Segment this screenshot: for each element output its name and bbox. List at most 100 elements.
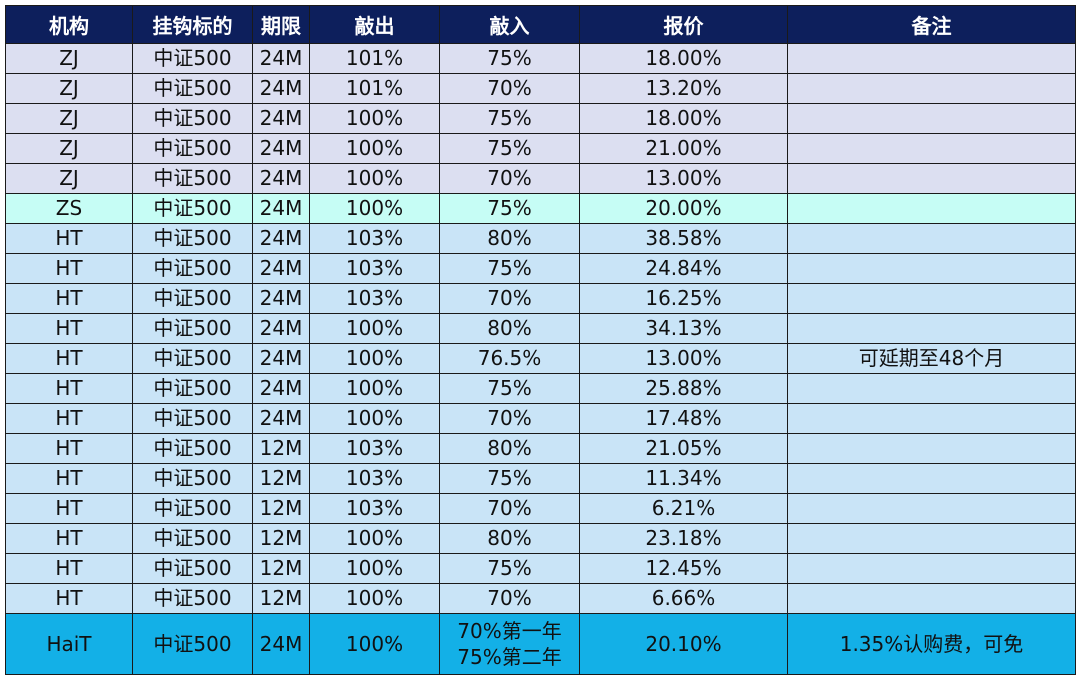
table-row: HT 中证500 24M 103% 80% 38.58% (5, 223, 1076, 254)
cell-underlying: 中证500 (132, 133, 253, 164)
cell-knock-in: 80% (439, 223, 580, 254)
cell-underlying: 中证500 (132, 433, 253, 464)
cell-knock-out: 100% (309, 193, 440, 224)
cell-underlying: 中证500 (132, 103, 253, 134)
cell-underlying: 中证500 (132, 463, 253, 494)
cell-term: 24M (252, 313, 310, 344)
cell-knock-out: 100% (309, 373, 440, 404)
table-row: ZJ 中证500 24M 100% 75% 21.00% (5, 133, 1076, 164)
quote-table: 机构 挂钩标的 期限 敲出 敲入 报价 备注 ZJ 中证500 24M 101% 75%… (5, 5, 1076, 675)
cell-knock-out: 100% (309, 523, 440, 554)
cell-term: 24M (252, 343, 310, 374)
cell-quote: 18.00% (579, 103, 788, 134)
cell-underlying: 中证500 (132, 373, 253, 404)
header-note: 备注 (787, 5, 1076, 44)
cell-org: HT (5, 313, 133, 344)
cell-knock-out: 100% (309, 403, 440, 434)
cell-quote: 11.34% (579, 463, 788, 494)
cell-knock-out: 101% (309, 73, 440, 104)
cell-knock-in: 75% (439, 373, 580, 404)
cell-note: 可延期至48个月 (787, 343, 1076, 374)
cell-knock-out: 100% (309, 613, 440, 675)
cell-knock-in: 80% (439, 313, 580, 344)
cell-knock-in: 75% (439, 133, 580, 164)
cell-knock-out: 100% (309, 313, 440, 344)
cell-underlying: 中证500 (132, 73, 253, 104)
cell-term: 24M (252, 223, 310, 254)
cell-knock-in: 70% (439, 493, 580, 524)
cell-underlying: 中证500 (132, 313, 253, 344)
cell-note (787, 433, 1076, 464)
cell-underlying: 中证500 (132, 613, 253, 675)
cell-note (787, 583, 1076, 614)
table-row: ZJ 中证500 24M 101% 75% 18.00% (5, 43, 1076, 74)
cell-quote: 13.00% (579, 343, 788, 374)
cell-term: 12M (252, 463, 310, 494)
cell-quote: 17.48% (579, 403, 788, 434)
knock-in-line-2: 75%第二年 (457, 645, 562, 669)
table-row: HT 中证500 12M 100% 70% 6.66% (5, 583, 1076, 614)
cell-org: HT (5, 493, 133, 524)
cell-quote: 20.00% (579, 193, 788, 224)
cell-knock-out: 103% (309, 463, 440, 494)
cell-term: 24M (252, 193, 310, 224)
cell-note (787, 373, 1076, 404)
cell-note (787, 523, 1076, 554)
table-row: HT 中证500 24M 100% 76.5% 13.00% 可延期至48个月 (5, 343, 1076, 374)
cell-note (787, 73, 1076, 104)
cell-term: 24M (252, 403, 310, 434)
cell-term: 12M (252, 523, 310, 554)
cell-org: HT (5, 463, 133, 494)
cell-org: HT (5, 373, 133, 404)
knock-in-line-1: 70%第一年 (457, 619, 562, 643)
cell-knock-in: 76.5% (439, 343, 580, 374)
header-knock-out: 敲出 (309, 5, 440, 44)
cell-note: 1.35%认购费，可免 (787, 613, 1076, 675)
cell-knock-in: 75% (439, 553, 580, 584)
cell-knock-in: 70% (439, 163, 580, 194)
cell-note (787, 403, 1076, 434)
table-row: HT 中证500 24M 103% 70% 16.25% (5, 283, 1076, 314)
table-row-hait: HaiT 中证500 24M 100% 70%第一年 75%第二年 20.10%… (5, 613, 1076, 675)
quote-table-container: 机构 挂钩标的 期限 敲出 敲入 报价 备注 ZJ 中证500 24M 101% 75%… (5, 5, 1076, 675)
cell-org: ZJ (5, 163, 133, 194)
cell-term: 24M (252, 103, 310, 134)
cell-org: ZS (5, 193, 133, 224)
cell-term: 24M (252, 373, 310, 404)
header-quote: 报价 (579, 5, 788, 44)
cell-term: 24M (252, 613, 310, 675)
cell-knock-out: 103% (309, 223, 440, 254)
cell-underlying: 中证500 (132, 283, 253, 314)
cell-org: HT (5, 433, 133, 464)
cell-note (787, 223, 1076, 254)
table-row: HT 中证500 24M 100% 80% 34.13% (5, 313, 1076, 344)
table-row: ZS 中证500 24M 100% 75% 20.00% (5, 193, 1076, 224)
cell-term: 12M (252, 433, 310, 464)
cell-org: HT (5, 253, 133, 284)
cell-term: 24M (252, 43, 310, 74)
cell-term: 12M (252, 493, 310, 524)
cell-knock-out: 100% (309, 553, 440, 584)
table-row: HT 中证500 12M 103% 80% 21.05% (5, 433, 1076, 464)
cell-quote: 18.00% (579, 43, 788, 74)
cell-term: 24M (252, 133, 310, 164)
table-row: HT 中证500 24M 100% 70% 17.48% (5, 403, 1076, 434)
cell-term: 24M (252, 73, 310, 104)
table-row: HT 中证500 24M 103% 75% 24.84% (5, 253, 1076, 284)
cell-term: 24M (252, 253, 310, 284)
cell-note (787, 193, 1076, 224)
cell-note (787, 163, 1076, 194)
cell-term: 24M (252, 163, 310, 194)
cell-org: ZJ (5, 73, 133, 104)
cell-org: HT (5, 283, 133, 314)
cell-knock-in: 75% (439, 103, 580, 134)
cell-quote: 12.45% (579, 553, 788, 584)
cell-underlying: 中证500 (132, 43, 253, 74)
cell-term: 12M (252, 583, 310, 614)
cell-quote: 21.05% (579, 433, 788, 464)
cell-underlying: 中证500 (132, 253, 253, 284)
cell-knock-in: 80% (439, 433, 580, 464)
cell-org: ZJ (5, 43, 133, 74)
cell-knock-out: 101% (309, 43, 440, 74)
cell-org: HT (5, 343, 133, 374)
